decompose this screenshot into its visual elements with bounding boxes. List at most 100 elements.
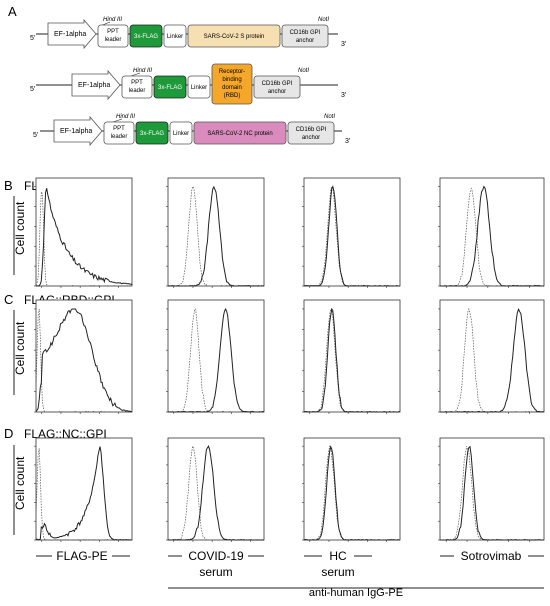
construct-2-insert-l1: Receptor- bbox=[219, 69, 245, 75]
construct-2-ppt bbox=[121, 75, 153, 99]
plot-frame bbox=[167, 299, 265, 413]
construct-3-insert bbox=[193, 121, 287, 145]
plot-frame bbox=[167, 437, 265, 541]
histogram-panel-1-4 bbox=[438, 177, 545, 288]
construct-3-flag bbox=[135, 121, 169, 145]
construct-2-flag bbox=[153, 75, 187, 99]
histogram-grid bbox=[34, 177, 545, 542]
construct-1-gpi-l1: CD16b GPI bbox=[290, 30, 321, 36]
construct-1-linker bbox=[163, 24, 187, 48]
construct-2-insert-l4: (RBD) bbox=[224, 93, 241, 99]
construct-3-linker bbox=[169, 121, 193, 145]
plot-frame bbox=[439, 299, 545, 413]
construct-2-flag-label: 3x-FLAG bbox=[158, 85, 182, 91]
sample-histogram bbox=[439, 185, 544, 287]
construct-1-ef-label: EF-1alpha bbox=[54, 31, 86, 38]
construct-3-site1: Hind III bbox=[116, 114, 135, 120]
control-histogram bbox=[303, 185, 400, 287]
construct-2-insert bbox=[211, 63, 253, 105]
histogram-panel-2-1 bbox=[34, 299, 133, 414]
plot-frame bbox=[303, 299, 401, 413]
construct-2-gpi-l2: anchor bbox=[268, 89, 286, 95]
construct-2-gpi bbox=[253, 75, 301, 99]
construct-3-flag-label: 3x-FLAG bbox=[140, 131, 164, 137]
control-histogram bbox=[35, 308, 133, 413]
plot-frame bbox=[35, 299, 133, 413]
histogram-panel-2-2 bbox=[166, 299, 265, 414]
xlabel-covid-l1: COVID-19 bbox=[188, 549, 244, 563]
construct-2-insert-l2: binding bbox=[222, 77, 241, 83]
sample-histogram bbox=[303, 185, 400, 287]
histogram-panel-2-4 bbox=[438, 299, 545, 414]
construct-3-gpi-l1: CD16b GPI bbox=[296, 127, 327, 133]
construct-2-linker-label: Linker bbox=[191, 85, 207, 91]
sample-histogram bbox=[303, 445, 400, 541]
construct-3-gpi-l2: anchor bbox=[302, 135, 320, 141]
construct-1-promoter-arrow bbox=[47, 18, 97, 50]
histogram-panel-1-2 bbox=[166, 177, 265, 288]
sample-histogram bbox=[167, 445, 264, 541]
xlabel-hc-l2: serum bbox=[321, 565, 354, 579]
plot-frame bbox=[439, 177, 545, 287]
construct-3-ppt-l1: PPT bbox=[113, 126, 125, 132]
row-d-title: FLAG::NC::GPI bbox=[24, 427, 107, 441]
ylabels: Cell count Cell count Cell count bbox=[13, 196, 27, 535]
panel-a-letter: A bbox=[8, 4, 17, 19]
construct-1-5prime: 5' bbox=[30, 35, 35, 42]
histogram-panel-3-3 bbox=[302, 437, 401, 542]
construct-2-gpi-l1: CD16b GPI bbox=[262, 81, 293, 87]
xlabels: FLAG-PE COVID-19 serum HC serum Sotrovim… bbox=[36, 549, 544, 599]
construct-2-ppt-l1: PPT bbox=[131, 80, 143, 86]
construct-1-ppt bbox=[97, 24, 129, 48]
control-histogram bbox=[35, 190, 133, 287]
construct-2: 5' 3' EF-1alpha Hind III PPT leader 3x-F… bbox=[30, 63, 346, 105]
xlabel-hc-l1: HC bbox=[329, 549, 347, 563]
xlabel-flag-pe: FLAG-PE bbox=[56, 549, 107, 563]
construct-1: 5' 3' EF-1alpha Hind III PPT leader 3x-F… bbox=[30, 17, 346, 50]
construct-3: 5' 3' EF-1alpha Hind III PPT leader 3x-F… bbox=[33, 114, 350, 147]
construct-3-promoter-arrow bbox=[53, 115, 103, 147]
footer-label: anti-human IgG-PE bbox=[309, 587, 403, 599]
histogram-panel-2-3 bbox=[302, 299, 401, 414]
construct-1-site2: NotI bbox=[318, 17, 329, 23]
sample-histogram bbox=[167, 307, 265, 413]
plot-frame bbox=[303, 177, 401, 287]
ylabel-c: Cell count bbox=[13, 321, 27, 375]
construct-1-insert bbox=[187, 24, 281, 48]
sample-histogram bbox=[35, 308, 133, 413]
construct-1-flag bbox=[129, 24, 163, 48]
construct-2-insert-l3: domain bbox=[222, 85, 242, 91]
control-histogram bbox=[440, 187, 545, 287]
construct-1-flag-label: 3x-FLAG bbox=[134, 34, 158, 40]
construct-3-5prime: 5' bbox=[33, 132, 38, 139]
construct-2-site2: NotI bbox=[298, 68, 309, 74]
construct-3-insert-label: SARS-CoV-2 NC protein bbox=[207, 131, 272, 137]
sample-histogram bbox=[35, 446, 133, 541]
construct-2-ef-label: EF-1alpha bbox=[78, 82, 110, 89]
construct-3-ef-label: EF-1alpha bbox=[60, 128, 92, 135]
construct-3-gpi bbox=[287, 121, 335, 145]
row-d-letter: D bbox=[4, 426, 13, 441]
histogram-panel-3-4 bbox=[438, 437, 545, 542]
row-b-letter: B bbox=[4, 178, 13, 193]
sample-histogram bbox=[440, 445, 545, 541]
construct-1-insert-label: SARS-CoV-2 S protein bbox=[204, 34, 265, 40]
ylabel-b: Cell count bbox=[13, 201, 27, 255]
plot-frame bbox=[439, 437, 545, 541]
row-c-letter: C bbox=[4, 292, 13, 307]
sample-histogram bbox=[440, 308, 545, 413]
construct-3-ppt-l2: leader bbox=[111, 134, 128, 140]
construct-3-linker-label: Linker bbox=[173, 131, 189, 137]
ylabel-d: Cell count bbox=[13, 456, 27, 510]
construct-3-site2: NotI bbox=[324, 114, 335, 120]
sample-histogram bbox=[167, 185, 265, 287]
histogram-panel-3-2 bbox=[166, 437, 265, 542]
construct-2-site1: Hind III bbox=[133, 68, 152, 74]
construct-1-ppt-l2: leader bbox=[105, 37, 122, 43]
plot-frame bbox=[303, 437, 401, 541]
construct-1-3prime: 3' bbox=[341, 41, 346, 48]
construct-1-site1: Hind III bbox=[103, 17, 122, 23]
sample-histogram bbox=[303, 307, 400, 413]
construct-3-ppt bbox=[103, 121, 135, 145]
